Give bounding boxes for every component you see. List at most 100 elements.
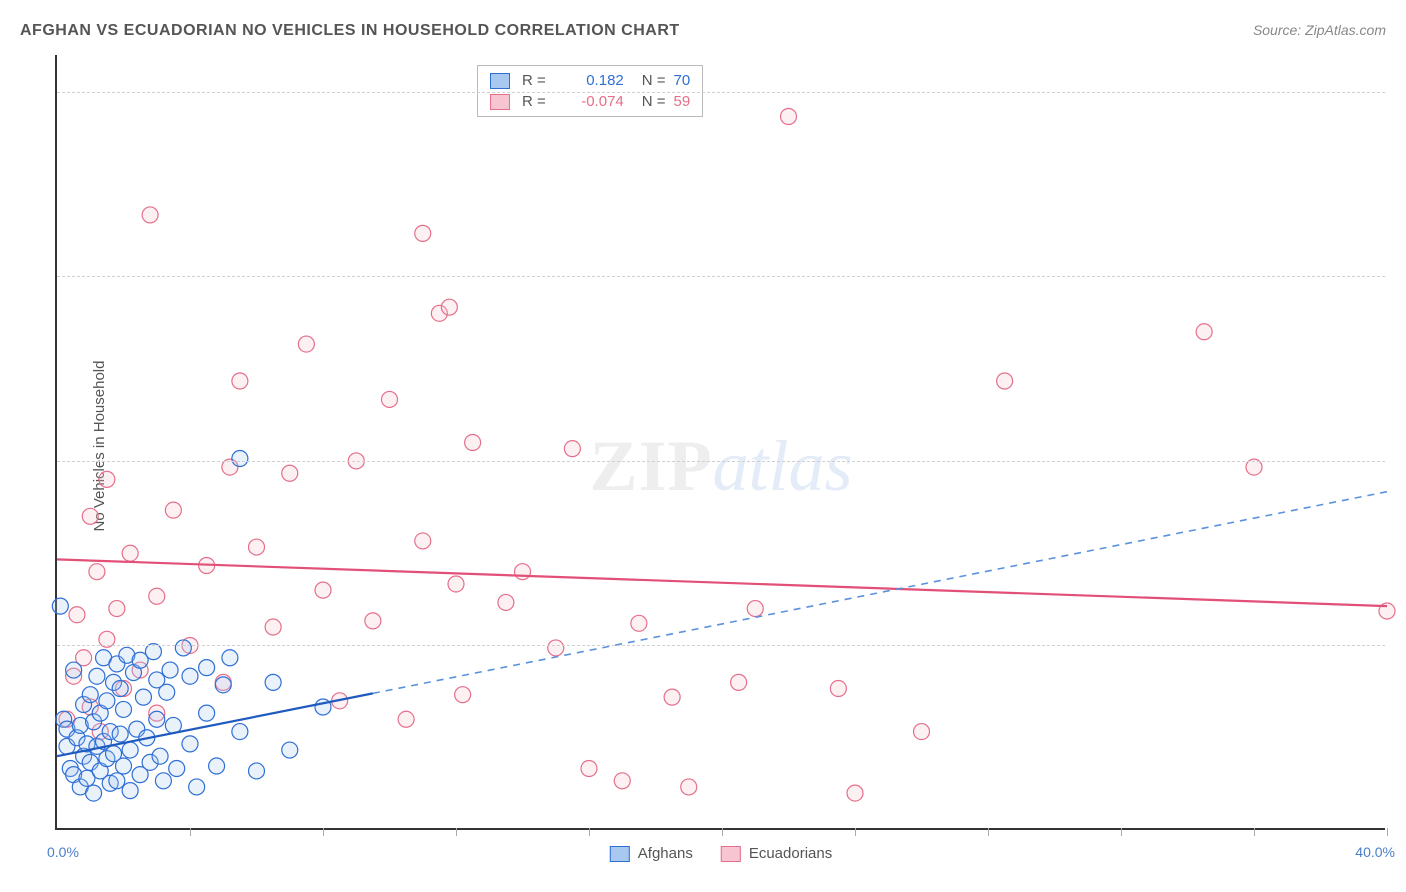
data-point — [282, 742, 298, 758]
x-tick — [323, 828, 324, 836]
data-point — [415, 533, 431, 549]
data-point — [89, 564, 105, 580]
x-tick — [722, 828, 723, 836]
data-point — [182, 668, 198, 684]
data-point — [465, 435, 481, 451]
data-point — [86, 785, 102, 801]
data-point — [441, 299, 457, 315]
data-point — [209, 758, 225, 774]
data-point — [109, 601, 125, 617]
data-point — [222, 650, 238, 666]
data-point — [116, 701, 132, 717]
data-point — [498, 594, 514, 610]
data-point — [232, 724, 248, 740]
gridline — [57, 276, 1385, 277]
regression-line — [373, 492, 1387, 694]
swatch-afghans-icon — [490, 73, 510, 89]
data-point — [215, 677, 231, 693]
data-point — [232, 450, 248, 466]
stat-row-afghans: R = 0.182 N = 70 — [478, 70, 702, 91]
data-point — [664, 689, 680, 705]
source-attribution: Source: ZipAtlas.com — [1253, 22, 1386, 38]
data-point — [66, 662, 82, 678]
data-point — [631, 615, 647, 631]
chart-title: AFGHAN VS ECUADORIAN NO VEHICLES IN HOUS… — [20, 22, 680, 40]
x-tick — [456, 828, 457, 836]
r-label: R = — [522, 93, 546, 110]
x-tick — [1121, 828, 1122, 836]
gridline — [57, 645, 1385, 646]
data-point — [122, 783, 138, 799]
data-point — [365, 613, 381, 629]
data-point — [199, 660, 215, 676]
data-point — [175, 640, 191, 656]
gridline — [57, 461, 1385, 462]
data-point — [149, 711, 165, 727]
n-value-afghans: 70 — [674, 72, 691, 89]
data-point — [159, 684, 175, 700]
data-point — [249, 763, 265, 779]
data-point — [830, 681, 846, 697]
regression-line — [57, 559, 1387, 606]
x-tick-label-max: 40.0% — [1355, 844, 1395, 860]
data-point — [142, 207, 158, 223]
stat-row-ecuadorians: R = -0.074 N = 59 — [478, 91, 702, 112]
gridline — [57, 92, 1385, 93]
data-point — [997, 373, 1013, 389]
data-point — [109, 773, 125, 789]
data-point — [847, 785, 863, 801]
n-label: N = — [642, 93, 666, 110]
data-point — [82, 508, 98, 524]
data-point — [581, 760, 597, 776]
data-point — [199, 705, 215, 721]
scatter-svg — [57, 55, 1385, 828]
data-point — [182, 736, 198, 752]
data-point — [731, 674, 747, 690]
r-label: R = — [522, 72, 546, 89]
data-point — [681, 779, 697, 795]
x-tick — [1254, 828, 1255, 836]
r-value-afghans: 0.182 — [554, 72, 624, 89]
data-point — [112, 681, 128, 697]
data-point — [298, 336, 314, 352]
x-tick — [855, 828, 856, 836]
legend-label-afghans: Afghans — [638, 845, 693, 862]
data-point — [448, 576, 464, 592]
data-point — [82, 687, 98, 703]
data-point — [614, 773, 630, 789]
data-point — [415, 225, 431, 241]
x-tick — [988, 828, 989, 836]
chart-plot-area: ZIPatlas R = 0.182 N = 70 R = -0.074 N =… — [55, 55, 1385, 830]
swatch-ecuadorians-icon — [721, 846, 741, 862]
r-value-ecuadorians: -0.074 — [554, 93, 624, 110]
data-point — [398, 711, 414, 727]
data-point — [112, 726, 128, 742]
data-point — [116, 758, 132, 774]
data-point — [189, 779, 205, 795]
data-point — [315, 582, 331, 598]
data-point — [122, 545, 138, 561]
data-point — [1196, 324, 1212, 340]
x-tick-label-min: 0.0% — [47, 844, 79, 860]
data-point — [169, 760, 185, 776]
data-point — [249, 539, 265, 555]
data-point — [152, 748, 168, 764]
data-point — [265, 619, 281, 635]
data-point — [122, 742, 138, 758]
data-point — [155, 773, 171, 789]
swatch-afghans-icon — [610, 846, 630, 862]
data-point — [99, 693, 115, 709]
data-point — [162, 662, 178, 678]
data-point — [89, 668, 105, 684]
x-tick — [1387, 828, 1388, 836]
data-point — [265, 674, 281, 690]
series-legend: Afghans Ecuadorians — [610, 845, 832, 862]
x-tick — [190, 828, 191, 836]
data-point — [515, 564, 531, 580]
data-point — [747, 601, 763, 617]
data-point — [564, 441, 580, 457]
legend-item-afghans: Afghans — [610, 845, 693, 862]
n-value-ecuadorians: 59 — [674, 93, 691, 110]
data-point — [382, 391, 398, 407]
data-point — [781, 109, 797, 125]
